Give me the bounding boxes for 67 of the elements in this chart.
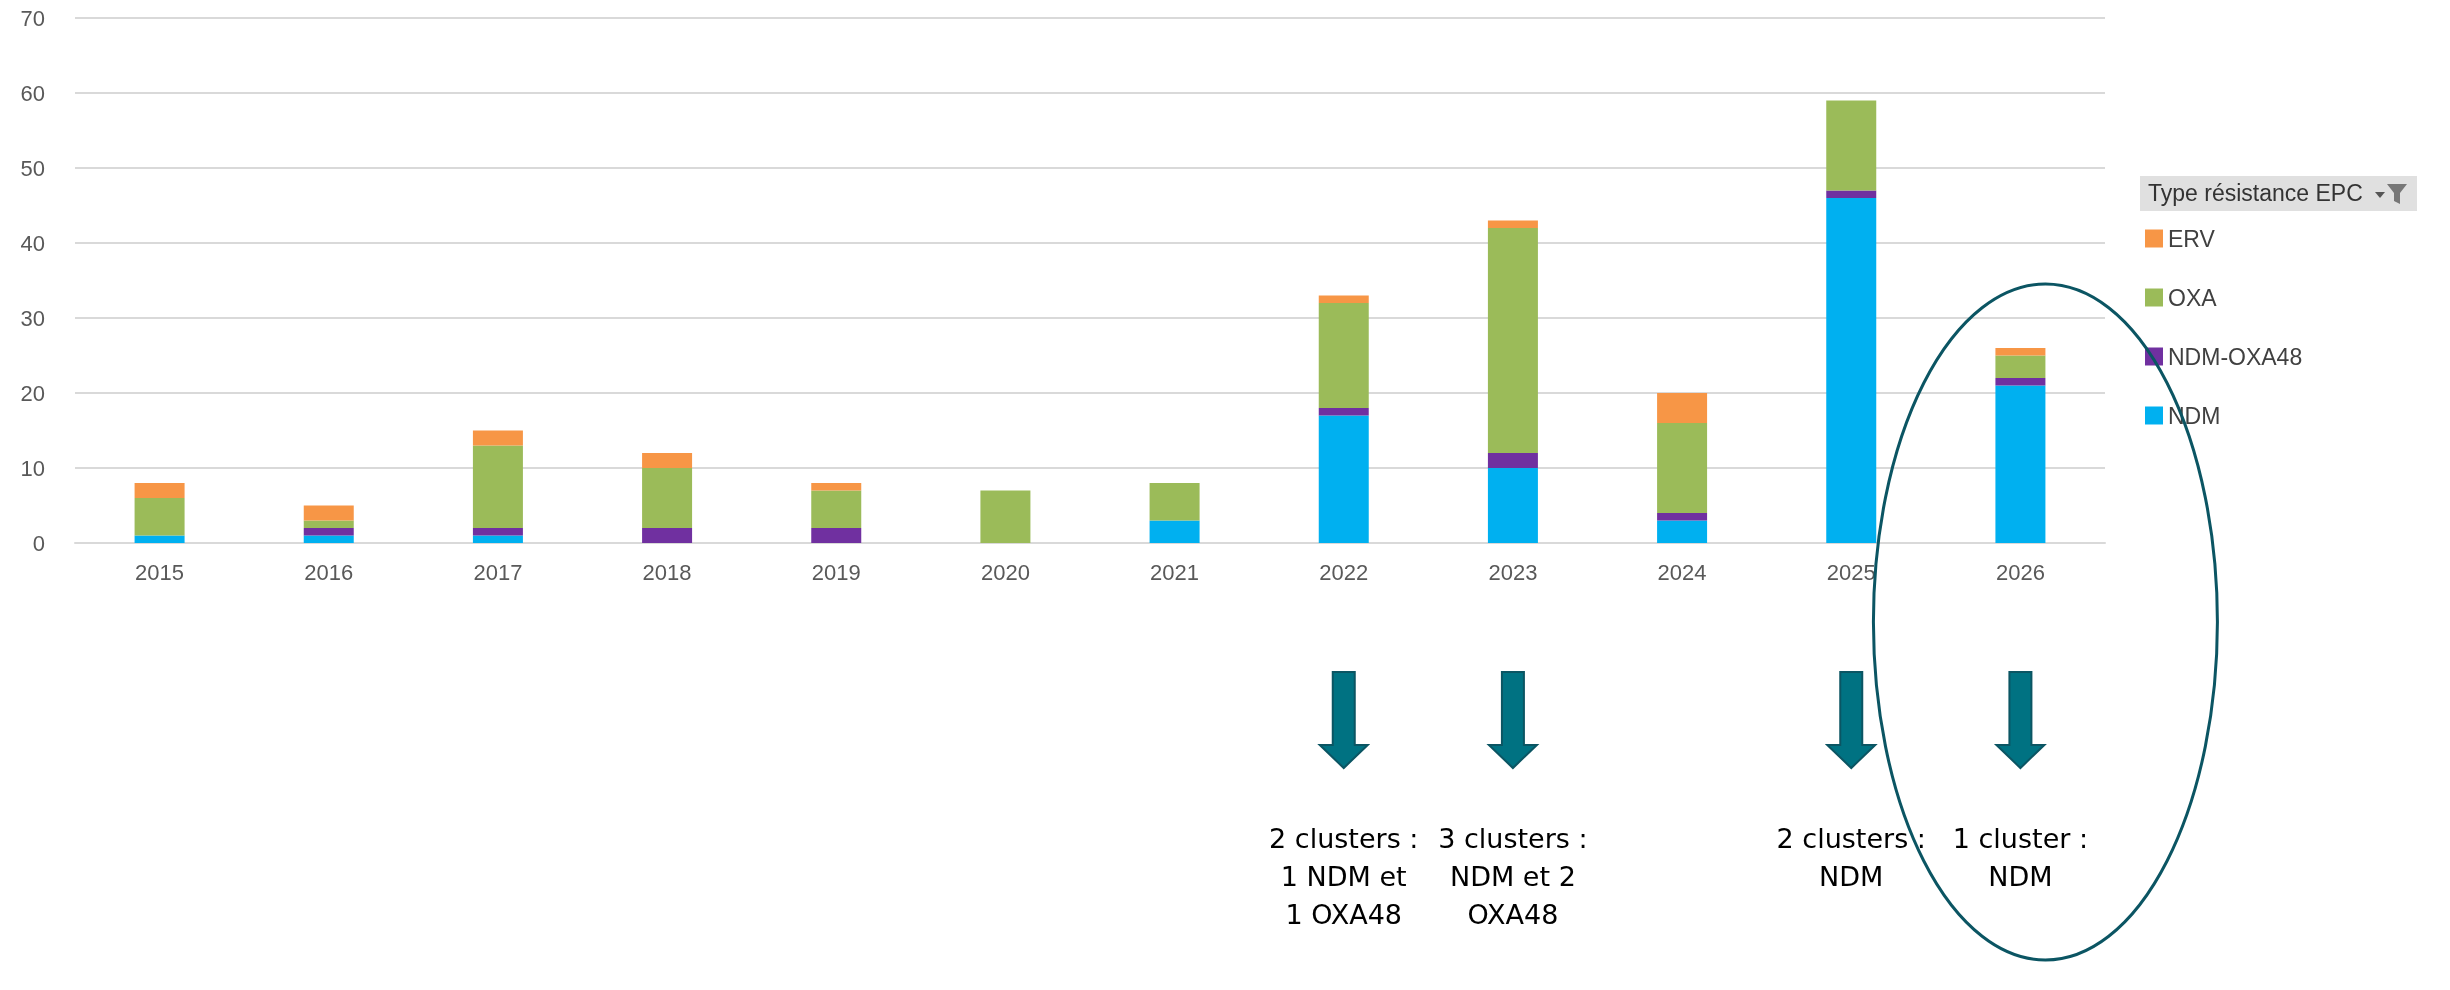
- bar: [1657, 423, 1708, 513]
- x-tick-label: 2022: [1319, 559, 1369, 585]
- y-tick-label: 60: [20, 80, 45, 106]
- x-tick-label: 2025: [1826, 559, 1876, 585]
- bar: [1995, 385, 2046, 543]
- bar: [1826, 100, 1877, 191]
- bar: [1149, 483, 1200, 521]
- bar: [303, 505, 354, 521]
- bar: [472, 430, 523, 446]
- bar: [134, 498, 185, 536]
- bar: [1318, 408, 1369, 416]
- y-tick-label: 70: [20, 5, 45, 31]
- bar: [811, 483, 862, 491]
- text: 1 cluster : NDM: [1951, 822, 2090, 894]
- y-tick-label: 20: [20, 380, 45, 406]
- x-tick-label: 2018: [642, 559, 692, 585]
- bar: [1487, 220, 1538, 228]
- legend-label: ERV: [2168, 225, 2216, 252]
- x-tick-label: 2021: [1150, 559, 1200, 585]
- bar: [811, 490, 862, 528]
- bar: [472, 528, 523, 536]
- legend-label: OXA: [2168, 284, 2218, 311]
- x-tick-label: 2015: [135, 559, 185, 585]
- x-tick-label: 2020: [980, 559, 1030, 585]
- bar: [1318, 415, 1369, 543]
- legend-label: NDM-OXA48: [2168, 343, 2303, 370]
- bar: [1487, 228, 1538, 453]
- bar: [1826, 190, 1877, 198]
- y-tick-label: 50: [20, 155, 45, 181]
- bar: [1487, 468, 1538, 543]
- bar: [1995, 378, 2046, 386]
- x-tick-label: 2016: [304, 559, 354, 585]
- bar: [1826, 198, 1877, 543]
- bar: [1995, 348, 2046, 356]
- bar: [472, 535, 523, 543]
- bar: [472, 445, 523, 528]
- bar: [134, 535, 185, 543]
- bar: [811, 528, 862, 543]
- text: 3 clusters : NDM et 2 OXA48: [1437, 822, 1588, 932]
- x-tick-label: 2026: [1995, 559, 2045, 585]
- y-tick-label: 10: [20, 455, 45, 481]
- x-tick-label: 2024: [1657, 559, 1707, 585]
- bar: [303, 535, 354, 543]
- bar: [134, 483, 185, 498]
- bar: [1318, 295, 1369, 303]
- x-tick-label: 2023: [1488, 559, 1538, 585]
- bar: [1657, 393, 1708, 423]
- y-tick-label: 0: [32, 530, 45, 556]
- bar: [1657, 520, 1708, 543]
- bar: [303, 520, 354, 528]
- bar: [303, 528, 354, 536]
- bar: [642, 528, 693, 543]
- bar: [1657, 513, 1708, 521]
- y-tick-label: 30: [20, 305, 45, 331]
- bar: [1487, 453, 1538, 468]
- bar: [1318, 303, 1369, 408]
- text: 2 clusters : NDM: [1776, 822, 1927, 894]
- x-tick-label: 2017: [473, 559, 523, 585]
- legend-title: Type résistance EPC: [2140, 176, 2417, 211]
- bar: [642, 453, 693, 468]
- x-tick-label: 2019: [811, 559, 861, 585]
- bar: [980, 490, 1031, 543]
- y-tick-label: 40: [20, 230, 45, 256]
- bar: [1149, 520, 1200, 543]
- text: 2 clusters : 1 NDM et 1 OXA48: [1268, 822, 1419, 932]
- bar: [642, 468, 693, 528]
- bar: [1995, 355, 2046, 378]
